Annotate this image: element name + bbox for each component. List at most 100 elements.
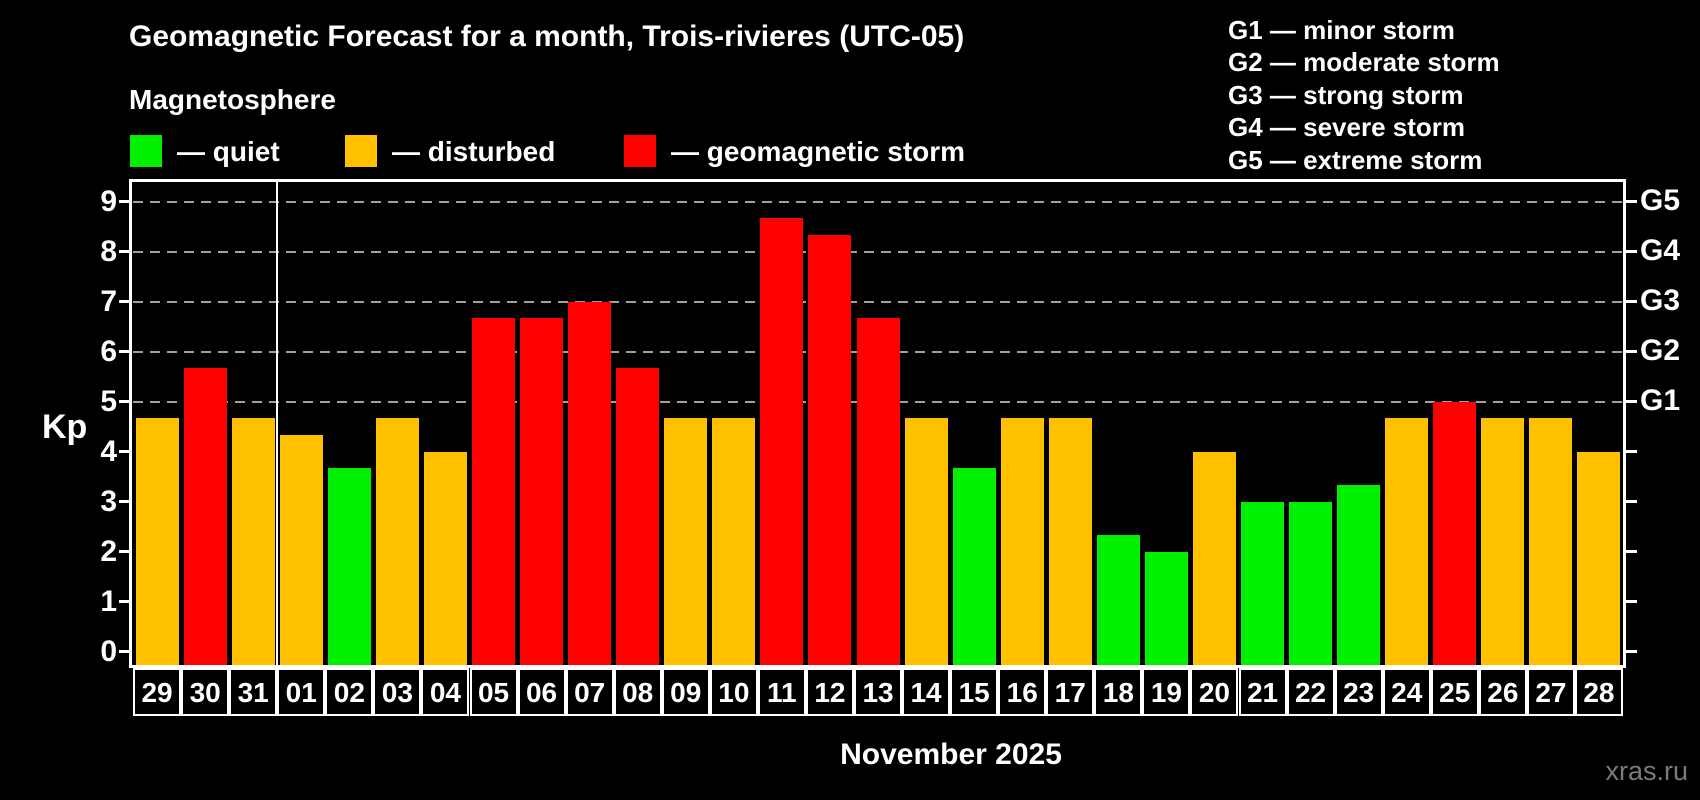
kp-bar-day-28	[1577, 451, 1621, 665]
legend-swatch-quiet	[130, 135, 162, 167]
kp-bar-day-14	[904, 418, 948, 665]
left-tick-9	[119, 200, 130, 203]
day-label-12: 12	[805, 668, 854, 716]
kp-bar-day-05	[472, 318, 516, 665]
left-tick-7	[119, 300, 130, 303]
kp-bar-day-08	[616, 368, 660, 665]
kp-bar-day-25	[1433, 401, 1477, 665]
kp-bar-day-12	[808, 235, 852, 665]
day-label-26: 26	[1478, 668, 1527, 716]
kp-bar-day-16	[1000, 418, 1044, 665]
legend-swatch-storm	[624, 135, 656, 167]
right-axis-label-G4: G4	[1640, 233, 1681, 267]
day-label-18: 18	[1094, 668, 1143, 716]
month-separator	[276, 182, 279, 665]
left-tick-6	[119, 350, 130, 353]
right-tick-3	[1626, 500, 1637, 503]
day-label-08: 08	[613, 668, 662, 716]
legend-label-quiet: — quiet	[177, 136, 280, 167]
day-label-04: 04	[421, 668, 470, 716]
day-label-22: 22	[1286, 668, 1335, 716]
x-axis-label: November 2025	[840, 738, 1062, 771]
g-legend-line-5: G5 — extreme storm	[1228, 144, 1483, 175]
legend-label-disturbed: — disturbed	[392, 136, 556, 167]
kp-bar-day-06	[520, 318, 564, 665]
y-tick-label-9: 9	[100, 184, 117, 218]
kp-bar-day-03	[375, 418, 419, 665]
gridline-kp-9	[133, 200, 1623, 203]
gridline-kp-8	[133, 250, 1623, 253]
g-legend-line-2: G2 — moderate storm	[1228, 47, 1500, 78]
day-label-27: 27	[1526, 668, 1575, 716]
day-label-28: 28	[1574, 668, 1623, 716]
kp-bar-day-04	[423, 451, 467, 665]
kp-bar-day-01	[279, 435, 323, 665]
day-label-25: 25	[1430, 668, 1479, 716]
right-tick-9	[1626, 200, 1637, 203]
y-tick-label-0: 0	[100, 634, 117, 668]
day-label-29: 29	[133, 668, 182, 716]
kp-bar-day-23	[1337, 485, 1381, 665]
kp-bar-day-19	[1144, 551, 1188, 665]
kp-bar-day-22	[1289, 501, 1333, 665]
day-label-14: 14	[902, 668, 951, 716]
right-tick-2	[1626, 550, 1637, 553]
y-tick-label-8: 8	[100, 234, 117, 268]
left-tick-4	[119, 450, 130, 453]
right-tick-1	[1626, 600, 1637, 603]
right-tick-5	[1626, 400, 1637, 403]
y-tick-label-5: 5	[100, 384, 117, 418]
right-tick-8	[1626, 250, 1637, 253]
watermark: xras.ru	[1605, 756, 1688, 786]
kp-bar-day-11	[760, 218, 804, 665]
day-label-20: 20	[1190, 668, 1239, 716]
y-tick-label-4: 4	[100, 434, 117, 468]
y-axis-label: Kp	[42, 408, 88, 446]
day-label-24: 24	[1382, 668, 1431, 716]
kp-bar-day-15	[952, 468, 996, 665]
day-label-10: 10	[709, 668, 758, 716]
kp-bar-day-30	[183, 368, 227, 665]
kp-bar-day-21	[1241, 501, 1285, 665]
day-label-03: 03	[373, 668, 422, 716]
right-axis-label-G3: G3	[1640, 283, 1681, 317]
y-tick-label-7: 7	[100, 284, 117, 318]
right-tick-4	[1626, 450, 1637, 453]
day-label-01: 01	[277, 668, 326, 716]
g-scale-legend: G1 — minor storm G2 — moderate storm G3 — …	[1228, 14, 1500, 176]
right-axis-label-G1: G1	[1640, 383, 1681, 417]
kp-bar-day-18	[1096, 535, 1140, 665]
day-label-13: 13	[854, 668, 903, 716]
kp-bar-day-27	[1529, 418, 1573, 665]
day-label-07: 07	[565, 668, 614, 716]
kp-bar-day-31	[231, 418, 275, 665]
day-label-11: 11	[757, 668, 806, 716]
kp-bar-day-13	[856, 318, 900, 665]
right-tick-0	[1626, 650, 1637, 653]
g-legend-line-3: G3 — strong storm	[1228, 79, 1464, 110]
kp-bar-day-29	[135, 418, 179, 665]
day-label-06: 06	[517, 668, 566, 716]
kp-bar-day-07	[568, 301, 612, 665]
legend-swatch-disturbed	[345, 135, 377, 167]
legend-label-storm: — geomagnetic storm	[671, 136, 966, 167]
left-tick-3	[119, 500, 130, 503]
chart-subtitle: Magnetosphere	[129, 84, 336, 115]
y-tick-label-3: 3	[100, 484, 117, 518]
left-tick-1	[119, 600, 130, 603]
right-tick-7	[1626, 300, 1637, 303]
day-label-02: 02	[325, 668, 374, 716]
kp-bar-day-09	[664, 418, 708, 665]
day-label-17: 17	[1046, 668, 1095, 716]
y-tick-label-2: 2	[100, 534, 117, 568]
chart-title: Geomagnetic Forecast for a month, Trois-…	[129, 20, 965, 53]
day-label-30: 30	[181, 668, 230, 716]
y-tick-label-6: 6	[100, 334, 117, 368]
left-tick-0	[119, 650, 130, 653]
day-label-15: 15	[950, 668, 999, 716]
day-label-21: 21	[1238, 668, 1287, 716]
kp-bar-day-02	[327, 468, 371, 665]
left-tick-5	[119, 400, 130, 403]
right-axis-label-G2: G2	[1640, 333, 1681, 367]
right-axis-label-G5: G5	[1640, 183, 1681, 217]
